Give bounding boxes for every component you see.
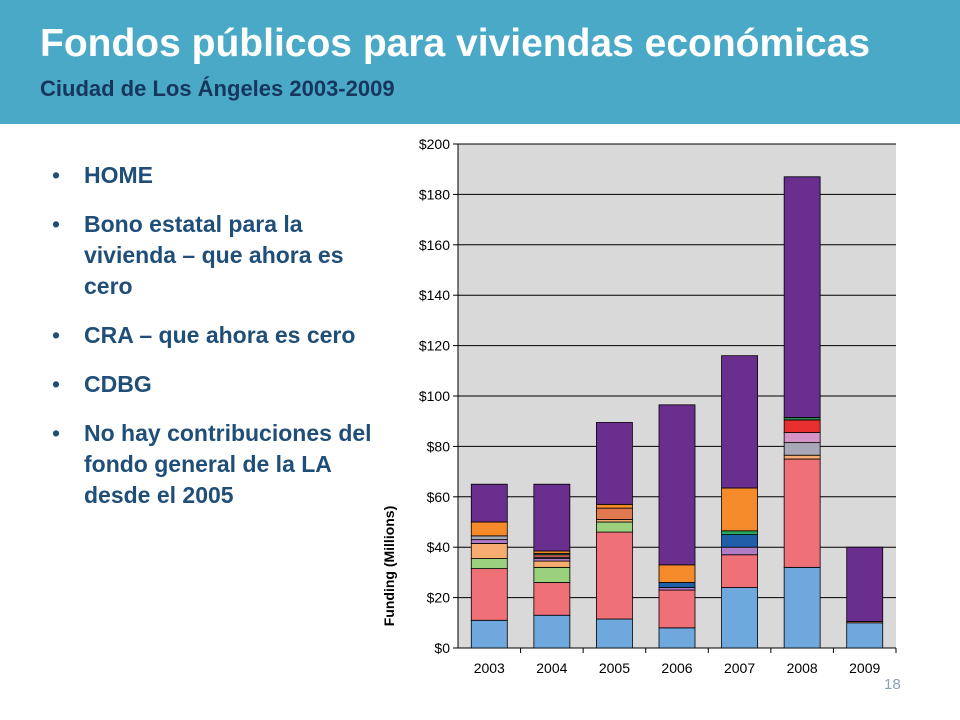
bar-segment [721, 587, 758, 649]
bar-segment [783, 432, 821, 444]
bar-segment [721, 534, 758, 548]
bar-segment [783, 566, 821, 649]
bullet-dot-icon: • [52, 371, 61, 397]
bar-segment [533, 582, 571, 616]
bar-segment [596, 618, 633, 649]
bar-segment [658, 564, 696, 583]
bullet-dot-icon: • [52, 322, 61, 348]
bar-segment [596, 422, 633, 505]
bullet-list: • HOME • Bono estatal para la vivienda – q… [52, 160, 372, 529]
x-tick-label: 2008 [787, 660, 818, 676]
bar-segment [783, 442, 821, 456]
bar-segment [721, 355, 758, 489]
bar-segment [658, 404, 696, 566]
bar-segment [470, 535, 508, 541]
bar-segment [658, 589, 696, 629]
y-tick-label: $100 [419, 388, 450, 404]
bar-segment [721, 530, 758, 536]
bar-segment [470, 539, 508, 544]
bar-segment [721, 554, 758, 588]
bar-segment [470, 543, 508, 559]
bar-segment [846, 546, 884, 622]
bullet-text: Bono estatal para la vivienda – que ahor… [84, 211, 344, 299]
bar-segment [470, 521, 508, 537]
y-tick-label: $80 [427, 438, 451, 454]
x-tick-label: 2004 [536, 660, 567, 676]
y-tick-label: $20 [427, 590, 451, 606]
bar-segment [470, 558, 508, 570]
bar-segment [846, 622, 884, 649]
y-tick-label: $60 [427, 489, 451, 505]
x-tick-label: 2005 [599, 660, 630, 676]
bullet-item: • No hay contribuciones del fondo general… [52, 418, 372, 511]
bar-segment [533, 614, 571, 649]
y-tick-label: $140 [419, 287, 450, 303]
y-tick-label: $160 [419, 237, 450, 253]
bar-segment [533, 560, 571, 568]
bar-segment [533, 566, 571, 583]
bar-segment [783, 458, 821, 568]
title-banner: Fondos públicos para viviendas económica… [0, 0, 960, 124]
bar-segment [721, 546, 758, 556]
bar-segment [470, 619, 508, 649]
bar-segment [658, 627, 696, 649]
y-axis-label: Funding (Millions) [381, 506, 397, 627]
bullet-item: • CDBG [52, 369, 372, 400]
x-tick-label: 2003 [474, 660, 505, 676]
bullet-dot-icon: • [52, 211, 61, 237]
bar-segment [658, 582, 696, 588]
y-tick-label: $0 [434, 640, 450, 656]
slide-subtitle: Ciudad de Los Ángeles 2003-2009 [40, 76, 395, 101]
x-tick-label: 2006 [661, 660, 692, 676]
bullet-text: No hay contribuciones del fondo general … [84, 420, 372, 508]
bar-segment [721, 487, 758, 532]
bullet-text: CDBG [84, 371, 152, 397]
bar-segment [470, 568, 508, 621]
bullet-item: • CRA – que ahora es cero [52, 320, 372, 351]
x-tick-label: 2009 [849, 660, 880, 676]
bullet-item: • HOME [52, 160, 372, 191]
page-number: 18 [884, 676, 901, 693]
x-tick-label: 2007 [724, 660, 755, 676]
bar-segment [596, 507, 633, 520]
bullet-text: CRA – que ahora es cero [84, 322, 356, 348]
y-tick-label: $40 [427, 539, 451, 555]
bullet-item: • Bono estatal para la vivienda – que aho… [52, 209, 372, 302]
bar-segment [783, 176, 821, 418]
y-tick-label: $120 [419, 338, 450, 354]
bullet-text: HOME [84, 162, 153, 188]
bullet-dot-icon: • [52, 420, 61, 446]
bar-segment [596, 521, 633, 533]
slide-title: Fondos públicos para viviendas económica… [40, 22, 871, 65]
y-tick-label: $200 [419, 136, 450, 152]
bar-segment [596, 503, 633, 509]
bar-segment [783, 419, 821, 433]
bar-segment [470, 483, 508, 523]
bullet-dot-icon: • [52, 162, 61, 188]
bar-segment [783, 454, 821, 460]
y-tick-label: $180 [419, 186, 450, 202]
bar-segment [596, 531, 633, 620]
bar-segment [533, 483, 571, 552]
